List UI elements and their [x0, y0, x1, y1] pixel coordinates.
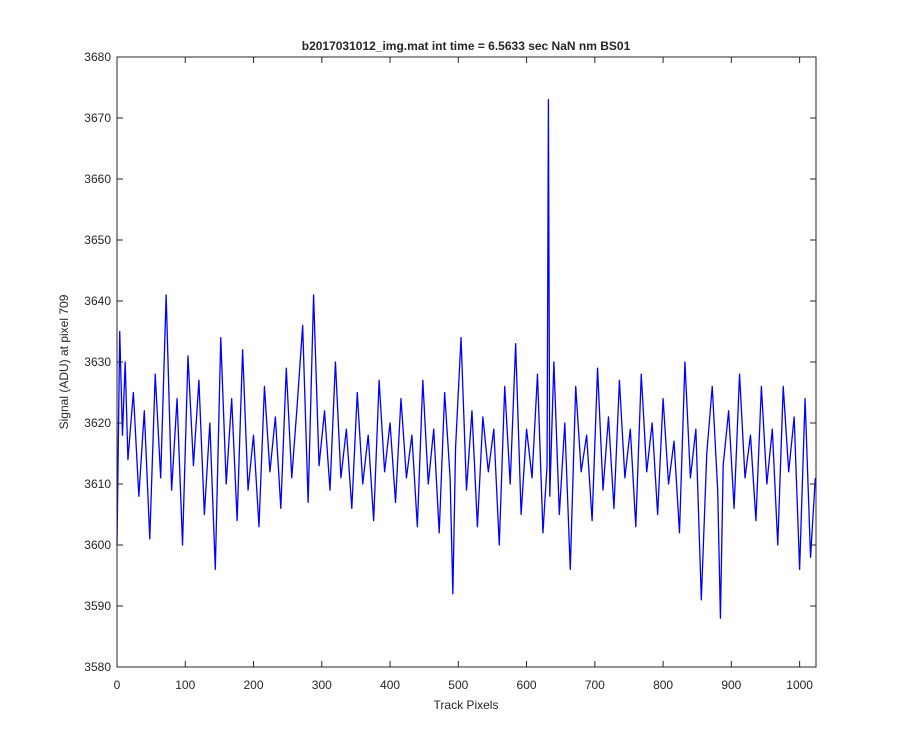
x-tick-label: 800 — [653, 678, 673, 692]
x-tick-label: 300 — [312, 678, 332, 692]
x-tick-label: 700 — [585, 678, 605, 692]
y-tick-label: 3590 — [84, 599, 111, 613]
y-tick-label: 3680 — [84, 50, 111, 64]
y-tick-label: 3670 — [84, 111, 111, 125]
x-tick-label: 0 — [114, 678, 121, 692]
data-line — [116, 99, 816, 619]
x-tick-label: 400 — [380, 678, 400, 692]
x-tick-label: 900 — [721, 678, 741, 692]
y-tick-label: 3640 — [84, 294, 111, 308]
y-tick-label: 3630 — [84, 355, 111, 369]
y-tick-label: 3580 — [84, 660, 111, 674]
x-tick-label: 1000 — [786, 678, 813, 692]
y-tick-label: 3610 — [84, 477, 111, 491]
y-tick-label: 3620 — [84, 416, 111, 430]
y-tick-label: 3650 — [84, 233, 111, 247]
y-axis-label: Signal (ADU) at pixel 709 — [57, 294, 71, 429]
x-tick-label: 500 — [448, 678, 468, 692]
x-tick-label: 600 — [517, 678, 537, 692]
chart-title: b2017031012_img.mat int time = 6.5633 se… — [302, 39, 631, 53]
x-tick-label: 200 — [244, 678, 264, 692]
x-tick-label: 100 — [175, 678, 195, 692]
x-axis-label: Track Pixels — [434, 698, 499, 712]
y-tick-label: 3660 — [84, 172, 111, 186]
y-tick-label: 3600 — [84, 538, 111, 552]
